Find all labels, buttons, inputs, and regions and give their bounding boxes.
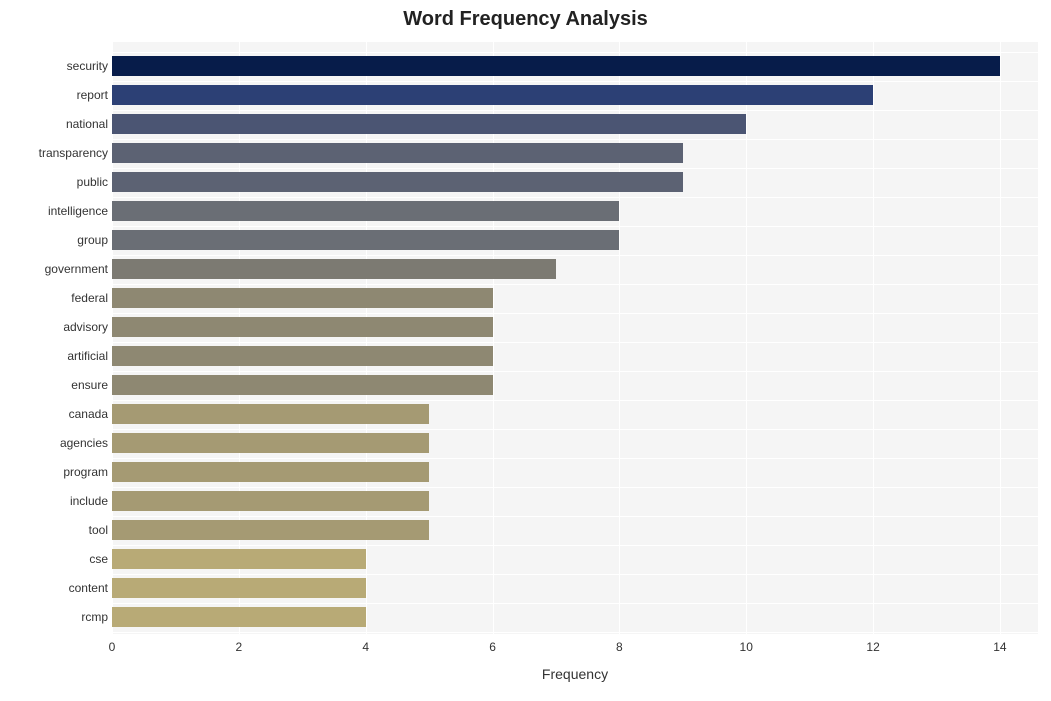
bar — [112, 56, 1000, 76]
chart-title: Word Frequency Analysis — [0, 8, 1051, 31]
bar — [112, 375, 493, 395]
y-tick-label: transparency — [39, 146, 108, 160]
bar — [112, 114, 746, 134]
bar — [112, 607, 366, 627]
x-tick-label: 10 — [740, 634, 753, 654]
x-tick-label: 14 — [993, 634, 1006, 654]
h-gridline — [112, 197, 1038, 198]
y-tick-label: intelligence — [48, 204, 108, 218]
x-tick-label: 8 — [616, 634, 623, 654]
y-tick-label: public — [77, 175, 108, 189]
x-axis-label: Frequency — [112, 666, 1038, 682]
bar — [112, 317, 493, 337]
bar — [112, 201, 619, 221]
y-tick-label: national — [66, 117, 108, 131]
h-gridline — [112, 371, 1038, 372]
h-gridline — [112, 226, 1038, 227]
y-tick-label: include — [70, 494, 108, 508]
h-gridline — [112, 632, 1038, 633]
x-tick-label: 12 — [866, 634, 879, 654]
h-gridline — [112, 139, 1038, 140]
bar — [112, 143, 683, 163]
x-tick-label: 2 — [236, 634, 243, 654]
bar — [112, 549, 366, 569]
h-gridline — [112, 574, 1038, 575]
y-tick-label: agencies — [60, 436, 108, 450]
h-gridline — [112, 168, 1038, 169]
x-tick-label: 6 — [489, 634, 496, 654]
bar — [112, 433, 429, 453]
h-gridline — [112, 545, 1038, 546]
y-tick-label: content — [69, 581, 108, 595]
bar — [112, 230, 619, 250]
h-gridline — [112, 284, 1038, 285]
bar — [112, 491, 429, 511]
y-tick-label: federal — [71, 291, 108, 305]
bar — [112, 578, 366, 598]
y-tick-label: ensure — [71, 378, 108, 392]
y-tick-label: advisory — [63, 320, 108, 334]
y-tick-label: report — [77, 88, 108, 102]
bar — [112, 288, 493, 308]
y-tick-label: government — [45, 262, 108, 276]
chart-container: Word Frequency Analysis 02468101214 Freq… — [0, 0, 1051, 701]
h-gridline — [112, 52, 1038, 53]
h-gridline — [112, 487, 1038, 488]
x-tick-label: 0 — [109, 634, 116, 654]
y-tick-label: program — [63, 465, 108, 479]
plot-area: 02468101214 — [112, 42, 1038, 634]
bar — [112, 172, 683, 192]
bar — [112, 462, 429, 482]
h-gridline — [112, 516, 1038, 517]
h-gridline — [112, 400, 1038, 401]
bar — [112, 404, 429, 424]
bar — [112, 520, 429, 540]
h-gridline — [112, 458, 1038, 459]
y-tick-label: cse — [89, 552, 108, 566]
bar — [112, 259, 556, 279]
y-tick-label: canada — [69, 407, 108, 421]
bar — [112, 85, 873, 105]
h-gridline — [112, 342, 1038, 343]
h-gridline — [112, 110, 1038, 111]
h-gridline — [112, 603, 1038, 604]
x-tick-label: 4 — [362, 634, 369, 654]
h-gridline — [112, 81, 1038, 82]
y-tick-label: artificial — [67, 349, 108, 363]
h-gridline — [112, 313, 1038, 314]
y-tick-label: group — [77, 233, 108, 247]
bar — [112, 346, 493, 366]
h-gridline — [112, 429, 1038, 430]
y-tick-label: security — [67, 59, 108, 73]
y-tick-label: rcmp — [81, 610, 108, 624]
y-tick-label: tool — [89, 523, 108, 537]
h-gridline — [112, 255, 1038, 256]
